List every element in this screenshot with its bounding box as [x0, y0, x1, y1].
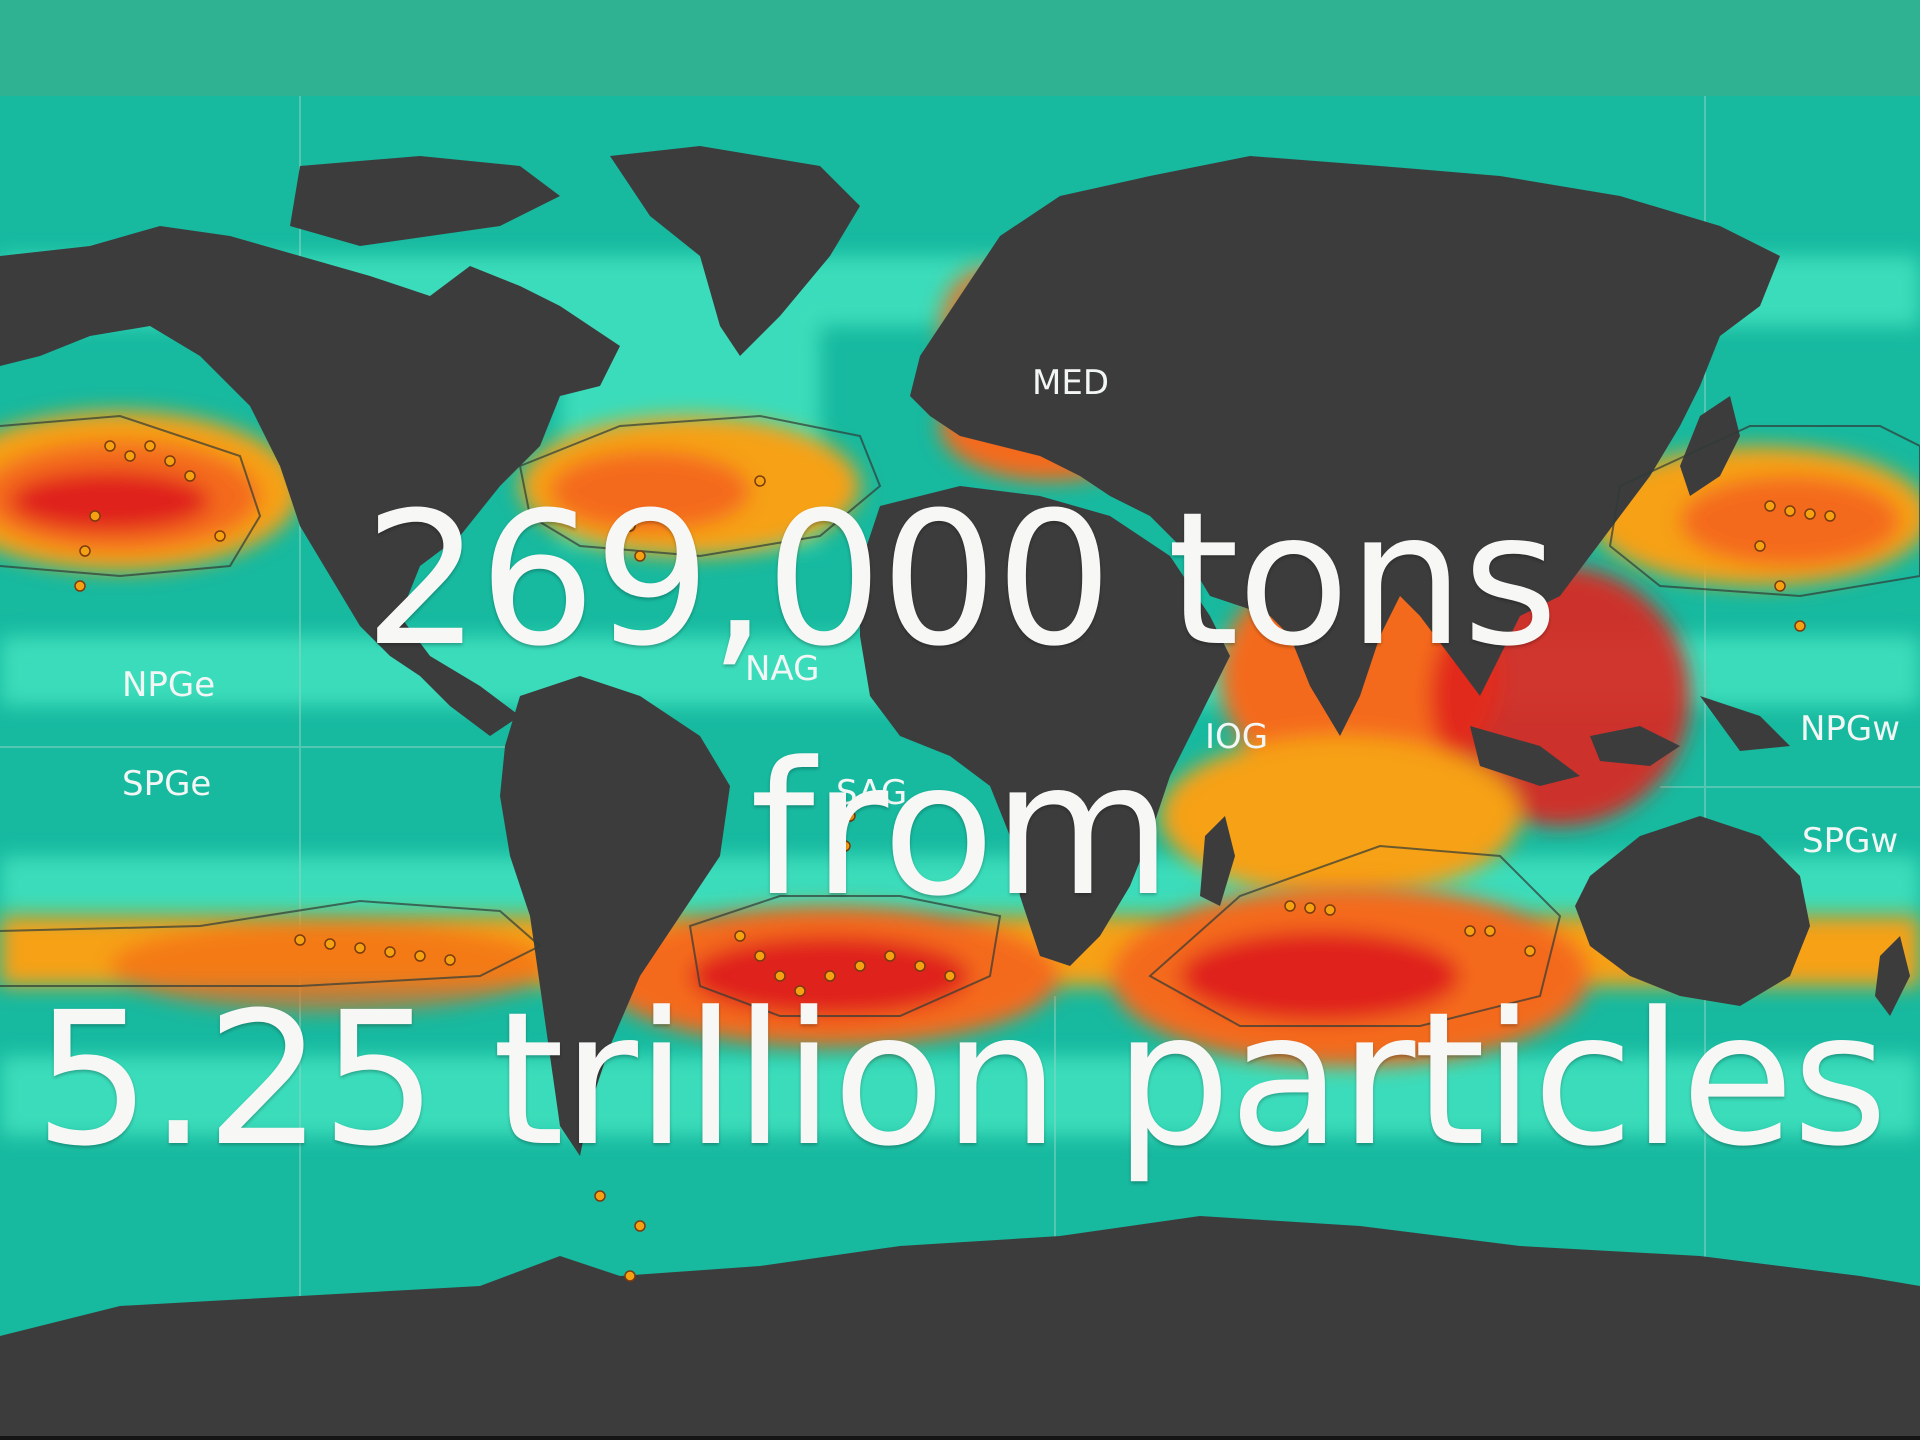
headline-line-3: 5.25 trillion particles	[34, 973, 1888, 1187]
landmass-north-america	[0, 226, 620, 736]
label-npge: NPGe	[122, 665, 215, 705]
label-spgw: SPGw	[1802, 821, 1898, 861]
headline: 269,000 tons from 5.25 trillion particle…	[0, 455, 1920, 1205]
bottom-edge	[0, 1436, 1920, 1440]
label-med: MED	[1032, 363, 1109, 403]
landmass-greenland	[610, 146, 860, 356]
label-npgw: NPGw	[1800, 709, 1900, 749]
landmass-australia	[1575, 816, 1810, 1006]
landmass-south-america	[500, 676, 730, 1156]
density-patch-npgw	[1590, 446, 1920, 586]
landmass-africa	[860, 486, 1230, 966]
landmass-madagascar	[1200, 816, 1235, 906]
density-patch-nag	[520, 416, 860, 556]
landmass-arctic-islands	[290, 156, 560, 246]
landmass-indonesia	[1470, 696, 1790, 786]
landmass-antarctica	[0, 1216, 1920, 1436]
landmass-japan	[1680, 396, 1740, 496]
label-iog: IOG	[1205, 717, 1268, 757]
land	[0, 146, 1920, 1436]
label-sag: SAG	[836, 773, 907, 813]
landmass-eurasia	[910, 156, 1780, 736]
label-spge: SPGe	[122, 764, 211, 804]
headline-line-1: 269,000 tons	[363, 473, 1559, 687]
header-band	[0, 0, 1920, 96]
landmass-new-zealand	[1875, 936, 1910, 1016]
headline-line-2: from	[749, 723, 1172, 937]
gyre-outlines	[0, 414, 1920, 1027]
world-map: MED NAG IOG NPGe SPGe NPGw SPGw SAG	[0, 96, 1920, 1436]
sample-stations	[74, 440, 1836, 1282]
label-nag: NAG	[745, 649, 819, 689]
